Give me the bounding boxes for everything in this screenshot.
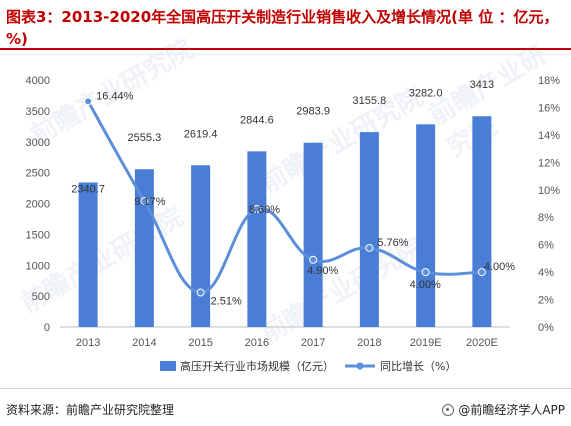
bar xyxy=(134,169,154,327)
y-right-tick-label: 8% xyxy=(538,212,554,224)
growth-point xyxy=(84,97,93,106)
y-right-tick-label: 4% xyxy=(538,267,554,279)
growth-point xyxy=(477,268,486,277)
bar-value-label: 3282.0 xyxy=(409,87,443,99)
bar xyxy=(247,151,267,327)
y-right-tick-label: 10% xyxy=(538,185,560,197)
x-tick-label: 2019E xyxy=(410,337,442,349)
growth-point xyxy=(421,268,430,277)
y-left-tick-label: 1000 xyxy=(26,260,50,272)
legend-bar-swatch xyxy=(160,361,176,371)
brand-label: @前瞻经济学人APP xyxy=(458,403,565,417)
y-left-tick-label: 1500 xyxy=(26,229,50,241)
legend-line-label: 同比增长（%） xyxy=(380,359,456,373)
growth-point xyxy=(365,243,374,252)
x-tick-label: 2016 xyxy=(245,337,269,349)
y-right-tick-label: 18% xyxy=(538,75,560,87)
footer: 资料来源：前瞻产业研究院整理 @前瞻经济学人APP xyxy=(0,388,571,426)
x-tick-label: 2014 xyxy=(132,337,156,349)
bar xyxy=(359,132,379,327)
x-tick-label: 2013 xyxy=(76,337,100,349)
bar xyxy=(78,182,98,327)
line-value-label: 4.00% xyxy=(410,279,441,291)
legend-line-marker xyxy=(356,362,364,370)
x-tick-label: 2017 xyxy=(301,337,325,349)
line-value-label: 4.90% xyxy=(307,265,338,277)
growth-point xyxy=(140,197,149,206)
y-left-tick-label: 500 xyxy=(32,291,50,303)
brand: @前瞻经济学人APP xyxy=(442,401,565,418)
y-right-tick-label: 16% xyxy=(538,102,560,114)
bar-value-label: 3413 xyxy=(470,79,494,91)
bar-value-label: 2844.6 xyxy=(240,114,274,126)
bar-value-label: 2340.7 xyxy=(71,183,105,195)
line-value-label: 9.17% xyxy=(134,196,165,208)
title-underline xyxy=(0,48,571,50)
x-tick-label: 2020E xyxy=(466,337,498,349)
line-value-label: 4.00% xyxy=(484,261,515,273)
bar-value-label: 2555.3 xyxy=(128,132,162,144)
y-left-tick-label: 3000 xyxy=(26,137,50,149)
bar-value-label: 2619.4 xyxy=(184,128,218,140)
y-left-tick-label: 4000 xyxy=(26,75,50,87)
bar-value-label: 3155.8 xyxy=(353,95,387,107)
y-right-tick-label: 12% xyxy=(538,157,560,169)
growth-point xyxy=(309,255,318,264)
growth-point xyxy=(252,204,261,213)
y-left-tick-label: 2000 xyxy=(26,199,50,211)
y-right-tick-label: 14% xyxy=(538,130,560,142)
brand-logo-icon xyxy=(442,403,455,416)
y-left-tick-label: 3500 xyxy=(26,106,50,118)
y-left-tick-label: 2500 xyxy=(26,168,50,180)
line-value-label: 16.44% xyxy=(96,90,134,102)
chart: 0 500 1000 1500 2000 2500 3000 3500 4000 0% 2% 4% 6%… xyxy=(26,75,561,373)
x-tick-label: 2018 xyxy=(357,337,381,349)
bar xyxy=(191,165,211,327)
line-value-label: 5.76% xyxy=(377,237,408,249)
y-left-tick-label: 0 xyxy=(44,322,50,334)
bar-value-label: 2983.9 xyxy=(296,106,330,118)
y-right-tick-label: 6% xyxy=(538,240,554,252)
x-tick-label: 2015 xyxy=(188,337,212,349)
chart-title: 图表3：2013-2020年全国高压开关制造行业销售收入及增长情况(单 位 ：亿… xyxy=(6,8,559,48)
source-note: 资料来源：前瞻产业研究院整理 xyxy=(6,403,175,417)
growth-point xyxy=(196,288,205,297)
line-value-label: 2.51% xyxy=(211,296,242,308)
line-value-label: 8.60% xyxy=(249,204,280,216)
y-right-tick-label: 0% xyxy=(538,322,554,334)
y-right-tick-label: 2% xyxy=(538,295,554,307)
bar xyxy=(303,142,323,327)
legend-bar-label: 高压开关行业市场规模（亿元） xyxy=(180,359,334,373)
bar xyxy=(416,124,436,327)
bar xyxy=(472,116,492,327)
